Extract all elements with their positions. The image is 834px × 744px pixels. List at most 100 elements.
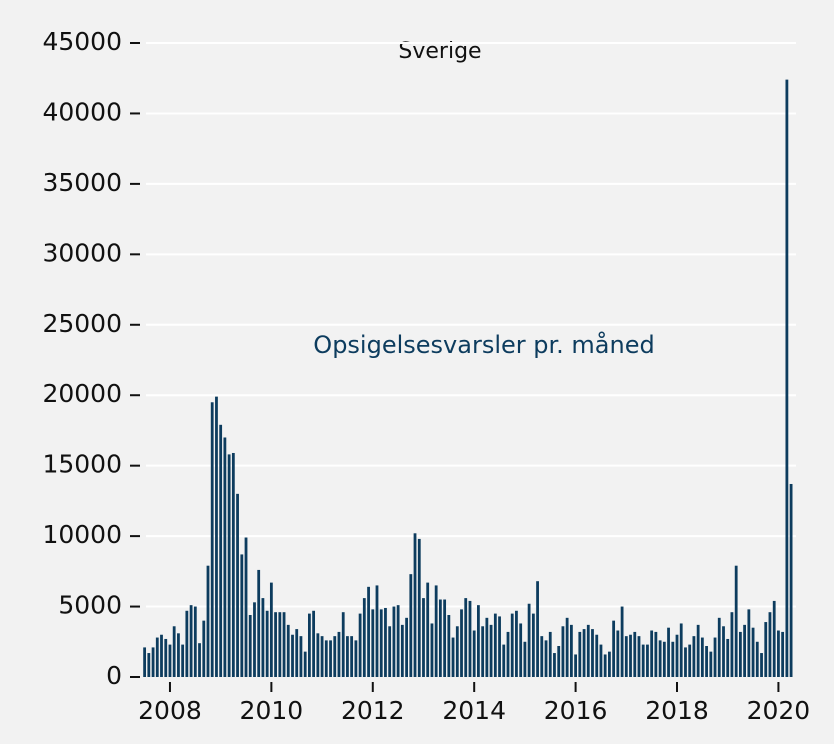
bar	[405, 617, 409, 677]
bar	[498, 616, 501, 677]
bar	[358, 613, 362, 677]
x-tick-label: 2012	[341, 696, 405, 725]
bar	[641, 644, 645, 677]
bar	[172, 626, 176, 677]
bar	[548, 631, 552, 677]
bar	[312, 610, 316, 677]
bar	[519, 623, 523, 677]
bar	[620, 606, 624, 677]
bar	[485, 617, 489, 677]
bar	[493, 613, 497, 677]
bar	[434, 585, 438, 677]
bar	[244, 537, 248, 677]
bar	[713, 637, 717, 677]
bar	[227, 454, 231, 677]
bar	[303, 651, 307, 677]
bar	[764, 622, 768, 677]
bar	[662, 641, 666, 677]
bar	[603, 654, 607, 677]
bar	[223, 437, 227, 677]
bar	[633, 631, 637, 677]
bar	[468, 600, 472, 677]
bar	[565, 617, 569, 677]
bar	[624, 636, 628, 677]
bar	[236, 493, 239, 677]
bar	[430, 623, 434, 677]
bar	[210, 402, 214, 677]
x-tick-label: 2014	[442, 696, 506, 725]
bar	[337, 631, 341, 677]
bar	[341, 612, 345, 677]
x-tick-label: 2018	[645, 696, 709, 725]
bar	[367, 586, 370, 677]
bar	[700, 637, 704, 677]
bar	[730, 612, 734, 677]
bar	[684, 647, 687, 677]
bar	[637, 636, 641, 677]
bar	[527, 603, 531, 677]
bar	[785, 79, 789, 678]
bar	[722, 626, 725, 677]
bar	[755, 641, 759, 677]
bar	[536, 581, 539, 677]
bar	[379, 609, 383, 677]
bar	[409, 574, 413, 677]
bar	[320, 636, 324, 677]
bar	[510, 613, 514, 677]
bar	[185, 610, 189, 677]
bar	[768, 612, 772, 677]
bar	[646, 644, 649, 677]
y-tick-label: 20000	[42, 379, 122, 408]
bar	[160, 634, 163, 677]
bar	[151, 647, 155, 677]
y-tick-label: 15000	[42, 450, 122, 479]
y-tick-label: 25000	[42, 309, 122, 338]
bar	[443, 599, 447, 677]
bar	[679, 623, 683, 677]
bar	[789, 483, 793, 677]
x-tick-label: 2020	[747, 696, 811, 725]
bar	[561, 626, 565, 677]
bar	[553, 653, 556, 677]
bar	[608, 651, 611, 677]
bar	[164, 638, 168, 677]
bar	[544, 640, 548, 677]
bar	[417, 538, 421, 677]
x-tick-label: 2010	[240, 696, 304, 725]
bar	[333, 636, 337, 677]
bar	[396, 605, 400, 677]
bar	[717, 617, 721, 677]
bar	[346, 636, 349, 677]
bar	[591, 629, 594, 677]
bar	[612, 620, 616, 677]
bar	[447, 615, 451, 677]
bar	[705, 646, 708, 677]
bar	[726, 638, 730, 677]
bar	[426, 582, 430, 677]
bar	[295, 629, 299, 677]
bar	[291, 634, 294, 677]
bar	[248, 615, 252, 677]
x-tick-label: 2016	[544, 696, 608, 725]
y-tick-label: 10000	[42, 520, 122, 549]
y-tick-label: 45000	[42, 27, 122, 56]
bar	[476, 605, 480, 677]
x-tick-label: 2008	[138, 696, 202, 725]
bar	[308, 613, 311, 677]
annotation: Opsigelsesvarsler pr. måned	[313, 330, 654, 359]
bar	[269, 582, 273, 677]
bar	[489, 624, 493, 677]
bar	[400, 624, 404, 677]
bar	[189, 605, 193, 677]
y-tick-label: 5000	[58, 591, 122, 620]
bar	[650, 630, 654, 677]
bar	[531, 613, 535, 677]
bar	[350, 636, 354, 677]
bar	[743, 624, 746, 677]
bar	[582, 629, 586, 677]
bar	[438, 599, 442, 677]
bar	[629, 634, 632, 677]
bar	[193, 606, 197, 677]
